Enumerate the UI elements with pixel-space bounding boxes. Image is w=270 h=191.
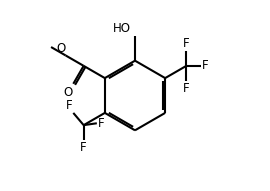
Text: O: O bbox=[63, 86, 72, 99]
Text: HO: HO bbox=[113, 22, 131, 35]
Text: F: F bbox=[183, 82, 190, 95]
Text: F: F bbox=[66, 99, 72, 112]
Text: F: F bbox=[98, 117, 104, 130]
Text: O: O bbox=[56, 42, 66, 55]
Text: F: F bbox=[80, 141, 87, 154]
Text: F: F bbox=[183, 37, 190, 50]
Text: F: F bbox=[202, 59, 209, 72]
